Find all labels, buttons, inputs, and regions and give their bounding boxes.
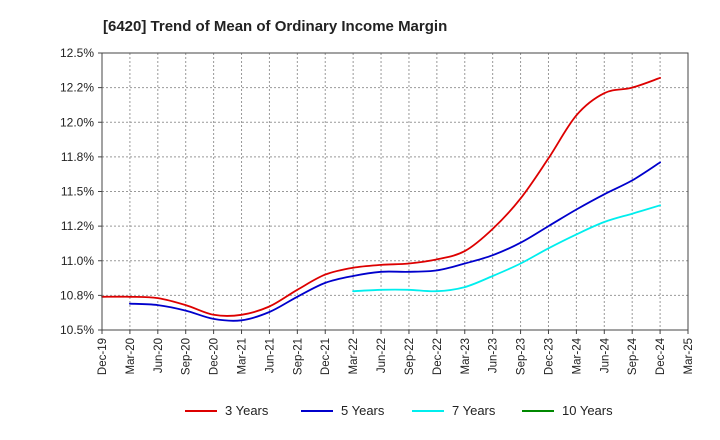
y-tick-label: 11.0%	[61, 254, 94, 268]
x-tick-label: Jun-21	[264, 338, 276, 373]
x-tick-label: Sep-20	[181, 338, 193, 375]
y-tick-label: 11.8%	[61, 150, 94, 164]
x-tick-label: Mar-20	[125, 338, 137, 374]
legend-item-5-years: 5 Years	[301, 403, 385, 418]
x-tick-label: Jun-23	[488, 338, 500, 373]
x-tick-label: Jun-24	[599, 337, 611, 373]
y-tick-label: 11.5%	[61, 185, 94, 199]
x-tick-label: Jun-20	[153, 338, 165, 373]
y-tick-label: 12.2%	[60, 81, 94, 95]
y-tick-label: 10.5%	[60, 323, 94, 337]
chart-title: [6420] Trend of Mean of Ordinary Income …	[103, 18, 447, 35]
series-line-7-years	[352, 204, 661, 293]
legend-label: 7 Years	[452, 403, 496, 418]
y-tick-label: 12.5%	[60, 46, 94, 60]
x-tick-label: Sep-21	[292, 338, 304, 375]
x-tick-labels: Dec-19 Mar-20 Jun-20 Sep-20 Dec-20 Mar-21 Jun-…	[97, 330, 695, 375]
x-tick-label: Dec-21	[320, 338, 332, 375]
x-tick-label: Mar-24	[571, 337, 583, 374]
x-tick-label: Dec-19	[97, 338, 109, 375]
series-line-5-years	[129, 161, 661, 322]
legend-label: 10 Years	[562, 403, 613, 418]
y-tick-label: 12.0%	[60, 115, 94, 129]
legend-item-10-years: 10 Years	[522, 403, 613, 418]
x-tick-label: Sep-24	[627, 337, 639, 375]
y-tick-label: 10.8%	[60, 288, 94, 302]
x-tick-label: Mar-25	[683, 338, 695, 374]
x-tick-label: Jun-22	[376, 338, 388, 373]
series-lines	[101, 77, 661, 322]
legend-item-7-years: 7 Years	[412, 403, 496, 418]
y-tick-label: 11.2%	[61, 219, 94, 233]
x-tick-label: Dec-23	[543, 338, 555, 375]
x-tick-label: Sep-22	[404, 338, 416, 375]
series-line-3-years	[101, 77, 661, 317]
y-tick-labels: 10.5% 10.8% 11.0% 11.2% 11.5% 11.8% 12.0% 12.2%…	[60, 46, 102, 337]
grid-lines	[102, 53, 688, 330]
x-tick-label: Sep-23	[516, 338, 528, 375]
x-tick-label: Mar-21	[237, 338, 249, 374]
x-tick-label: Dec-22	[432, 338, 444, 375]
legend: 3 Years 5 Years 7 Years 10 Years	[185, 403, 613, 418]
x-tick-label: Mar-23	[460, 338, 472, 374]
x-tick-label: Dec-20	[209, 338, 221, 375]
legend-item-3-years: 3 Years	[185, 403, 269, 418]
x-tick-label: Mar-22	[348, 338, 360, 374]
legend-label: 5 Years	[341, 403, 385, 418]
x-tick-label: Dec-24	[655, 337, 667, 375]
legend-label: 3 Years	[225, 403, 269, 418]
